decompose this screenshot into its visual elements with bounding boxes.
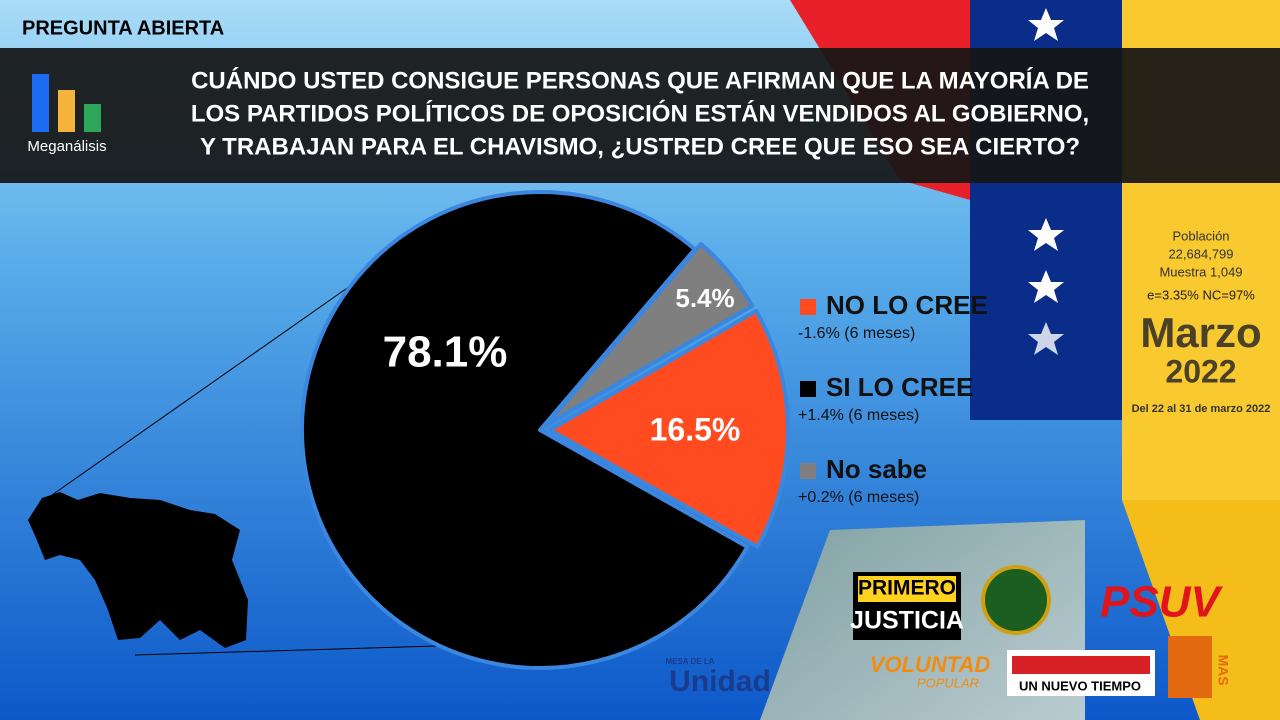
legend-note: +1.4% (6 meses) xyxy=(798,407,919,424)
logo-text: JUSTICIA xyxy=(850,607,964,635)
logo-text: MESA DE LA xyxy=(665,657,714,666)
legend-label: NO LO CREE xyxy=(826,290,988,320)
pie-slice xyxy=(548,308,790,549)
logo-box xyxy=(858,576,956,602)
logo-bar xyxy=(58,90,75,132)
logo-bar xyxy=(32,74,49,132)
logo-text: PRIMERO xyxy=(858,577,956,600)
map xyxy=(28,492,248,648)
logo-text: VOLUNTAD xyxy=(870,652,991,677)
year: 2022 xyxy=(1165,353,1236,389)
logo-seal xyxy=(981,565,1051,635)
logo-text: UN NUEVO TIEMPO xyxy=(1019,678,1141,693)
flag-yellow-bottom xyxy=(1122,500,1280,720)
question-line: CUÁNDO USTED CONSIGUE PERSONAS QUE AFIRM… xyxy=(191,66,1089,94)
section-tag: PREGUNTA ABIERTA xyxy=(22,17,224,39)
month: Marzo xyxy=(1140,309,1261,356)
logo-text: Unidad xyxy=(669,665,771,698)
logo-box xyxy=(1012,656,1150,674)
question-line: LOS PARTIDOS POLÍTICOS DE OPOSICIÓN ESTÁ… xyxy=(191,99,1089,127)
legend-swatch xyxy=(800,463,816,479)
dates: Del 22 al 31 de marzo 2022 xyxy=(1132,403,1271,415)
logo-text: POPULAR xyxy=(917,675,979,690)
logo-text: MAS xyxy=(1215,654,1231,685)
legend-label: No sabe xyxy=(826,454,927,484)
sample-info: Muestra 1,049 xyxy=(1159,264,1242,279)
legend-note: -1.6% (6 meses) xyxy=(798,325,915,342)
logo-box xyxy=(1168,636,1212,698)
logo-text: PSUV xyxy=(1100,578,1223,627)
zoom-line xyxy=(134,644,471,656)
value-label: 78.1% xyxy=(383,328,508,377)
value-label: 5.4% xyxy=(675,283,734,313)
brand: Meganálisis xyxy=(27,138,106,155)
sample-info: Población xyxy=(1172,228,1229,243)
question-line: Y TRABAJAN PARA EL CHAVISMO, ¿USTRED CRE… xyxy=(200,133,1080,160)
pie-slice xyxy=(300,190,750,670)
logo-bar xyxy=(84,104,101,132)
pie-slice xyxy=(544,242,755,427)
zoom-line xyxy=(51,264,381,496)
header-band xyxy=(0,48,1280,183)
legend-swatch xyxy=(800,299,816,315)
stars xyxy=(1028,8,1064,355)
sample-info: 22,684,799 xyxy=(1168,246,1233,261)
legend-swatch xyxy=(800,381,816,397)
value-label: 16.5% xyxy=(650,411,741,447)
sample-info: e=3.35% NC=97% xyxy=(1147,287,1255,302)
legend-label: SI LO CREE xyxy=(826,372,973,402)
legend-note: +0.2% (6 meses) xyxy=(798,489,919,506)
